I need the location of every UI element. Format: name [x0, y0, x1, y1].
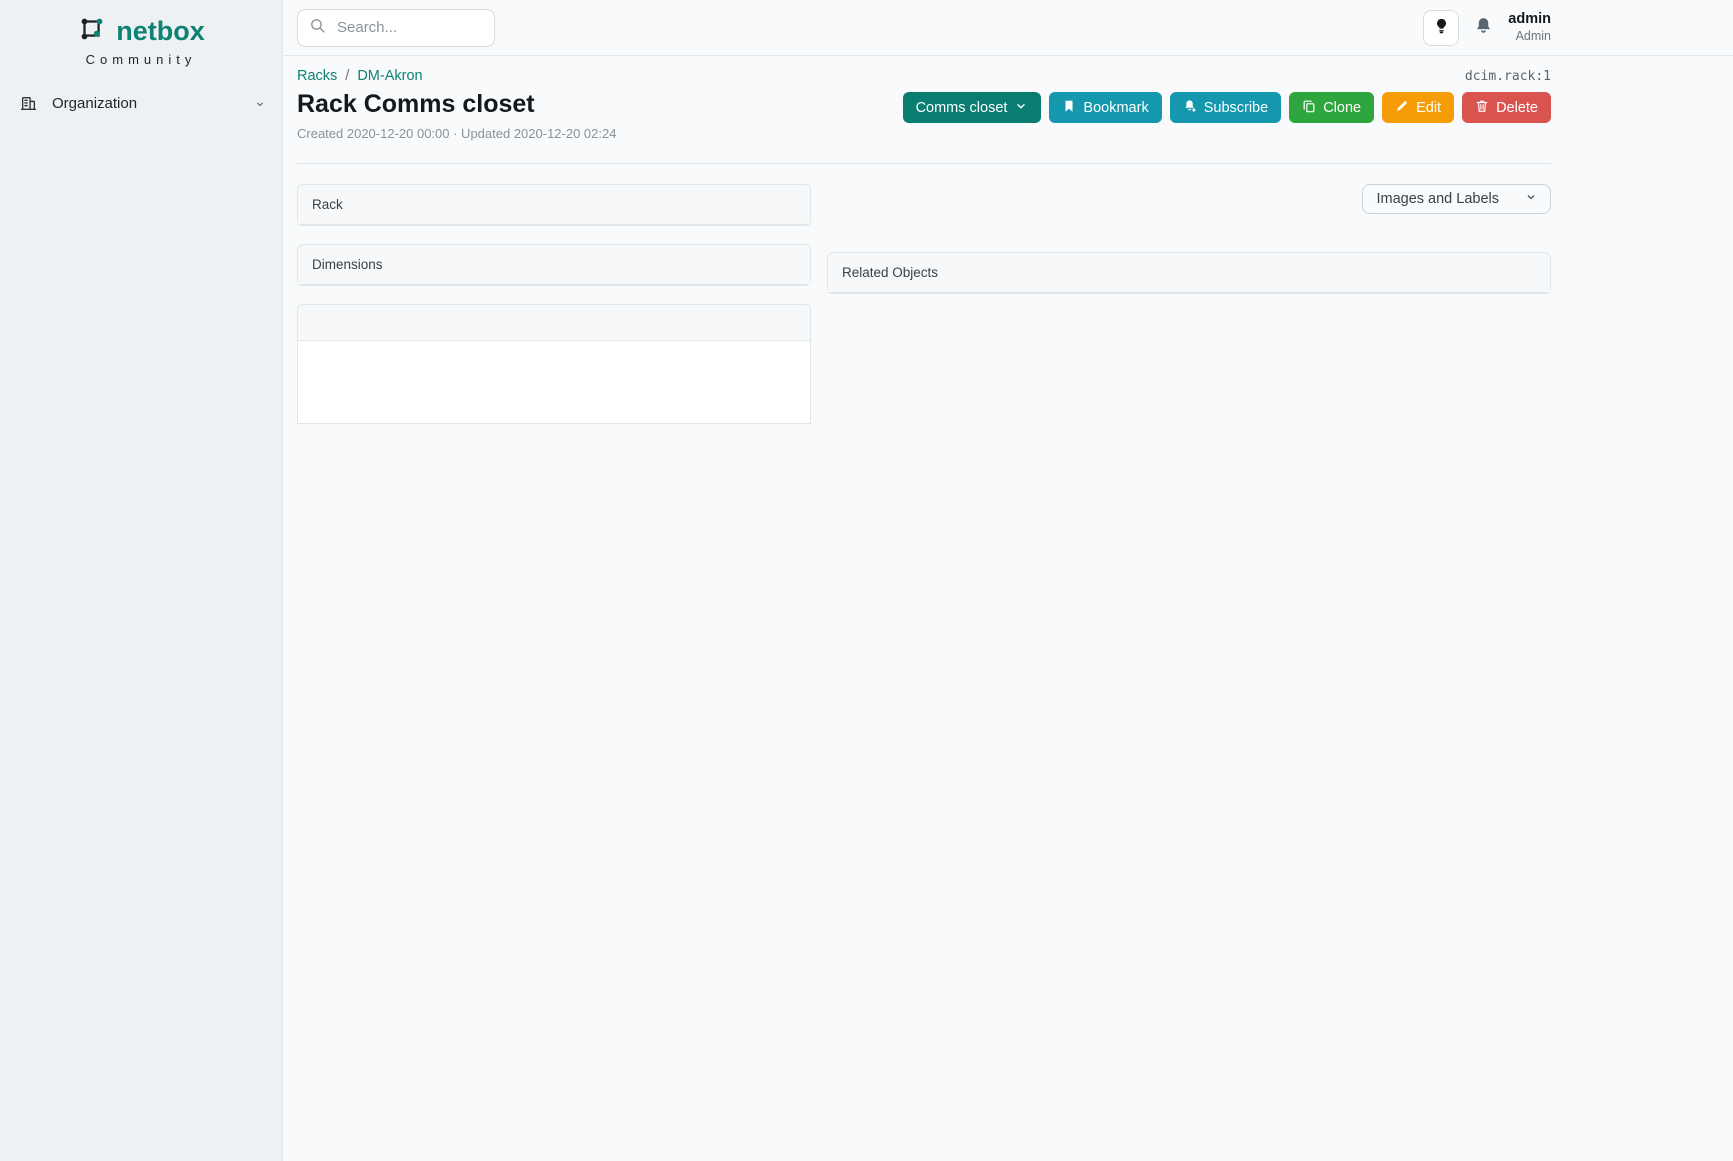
content: Racks / DM-Akron dcim.rack:1 Rack Comms …: [283, 56, 1733, 424]
chevron-down-icon: [1525, 191, 1537, 207]
delete-button[interactable]: Delete: [1462, 92, 1551, 123]
logo-area[interactable]: netbox Community: [0, 0, 282, 71]
breadcrumb: Racks / DM-Akron: [297, 68, 423, 84]
subscribe-button[interactable]: Subscribe: [1169, 92, 1282, 123]
copy-icon: [1302, 99, 1316, 117]
trash-icon: [1475, 99, 1489, 117]
sidebar-nav: Organization: [0, 85, 282, 122]
object-tabs: [297, 163, 1551, 164]
pencil-icon: [1395, 99, 1409, 117]
sidebar-item-label: Organization: [52, 95, 138, 112]
main-area: admin Admin Racks / DM-Akron dcim.rack:1: [283, 0, 1733, 1161]
username: admin: [1508, 11, 1551, 28]
related-objects-title: Related Objects: [828, 253, 1550, 293]
breadcrumb-racks-link[interactable]: Racks: [297, 68, 338, 84]
bookmark-icon: [1062, 99, 1076, 117]
search-box: [297, 8, 495, 47]
edit-button[interactable]: Edit: [1382, 92, 1455, 123]
lightbulb-icon: [1433, 17, 1450, 39]
dimensions-panel: Dimensions: [297, 244, 811, 286]
related-objects-panel: Related Objects: [827, 252, 1551, 294]
netbox-logo-icon: [77, 14, 107, 49]
user-menu[interactable]: admin Admin: [1508, 11, 1551, 43]
search-input[interactable]: [335, 18, 483, 37]
sidebar-item-organization[interactable]: Organization: [0, 85, 282, 122]
page-title: Rack Comms closet: [297, 90, 535, 118]
rack-panel: Rack: [297, 184, 811, 226]
building-icon: [20, 95, 38, 112]
search-icon: [309, 17, 326, 39]
chevron-down-icon: [1014, 99, 1028, 117]
logo-text: netbox: [116, 16, 205, 46]
user-role: Admin: [1515, 28, 1551, 43]
bell-icon: [1474, 16, 1493, 40]
created-updated-meta: Created 2020-12-20 00:00 · Updated 2020-…: [297, 126, 617, 141]
notifications-button[interactable]: [1474, 16, 1493, 40]
rack-selector-dropdown[interactable]: Comms closet: [902, 92, 1042, 123]
elevation-view-selector[interactable]: Images and Labels: [1362, 184, 1551, 214]
dimensions-panel-title: Dimensions: [298, 245, 810, 285]
bookmark-button[interactable]: Bookmark: [1049, 92, 1162, 123]
logo-subtitle: Community: [85, 52, 197, 67]
theme-toggle-button[interactable]: [1423, 9, 1460, 46]
breadcrumb-site-link[interactable]: DM-Akron: [357, 68, 423, 84]
additional-panel: [297, 304, 811, 424]
bell-plus-icon: [1183, 99, 1197, 117]
topbar: admin Admin: [283, 0, 1733, 56]
rack-panel-title: Rack: [298, 185, 810, 225]
sidebar: netbox Community Organization: [0, 0, 283, 1161]
object-identifier: dcim.rack:1: [1464, 68, 1551, 84]
clone-button[interactable]: Clone: [1289, 92, 1375, 123]
chevron-down-icon: [254, 98, 266, 110]
object-actions: Comms closet Bookmark Subscribe: [902, 92, 1551, 123]
